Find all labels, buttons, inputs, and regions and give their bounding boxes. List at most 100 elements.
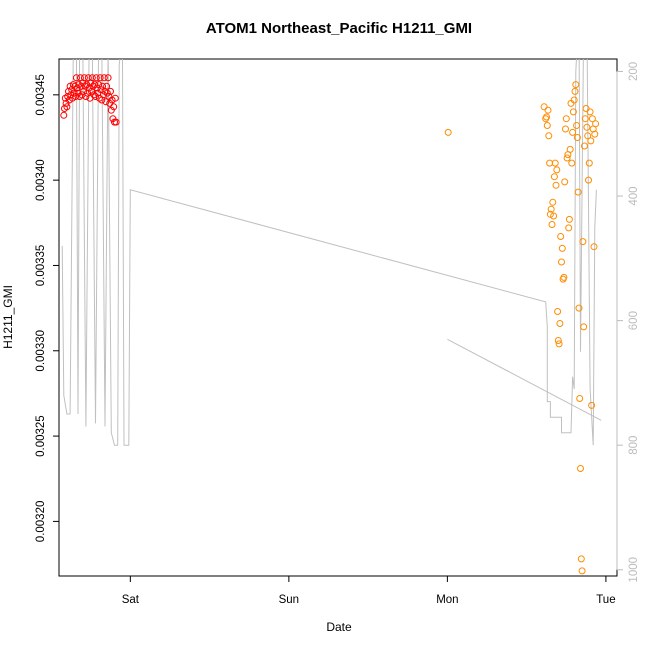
data-point-series-2 — [561, 178, 569, 186]
data-point-series-2 — [568, 159, 576, 167]
y-tick-label: 0.00330 — [35, 330, 47, 372]
data-point-series-1 — [110, 103, 118, 111]
data-point-series-2 — [557, 233, 565, 240]
data-point-series-2 — [543, 122, 551, 129]
data-point-series-2 — [592, 120, 600, 128]
y-right-tick-label: 600 — [628, 311, 640, 330]
data-point-series-2 — [554, 337, 562, 344]
data-point-series-2 — [585, 159, 593, 167]
data-point-series-2 — [554, 308, 562, 315]
x-axis-label: Date — [326, 620, 352, 634]
data-point-series-2 — [558, 258, 565, 266]
data-point-series-2 — [549, 198, 557, 206]
data-point-series-1 — [88, 74, 96, 82]
data-point-series-2 — [578, 567, 586, 575]
data-point-series-2 — [551, 159, 559, 167]
pressure-line-layer — [61, 59, 602, 446]
y-tick-label: 0.00340 — [35, 159, 47, 201]
data-point-series-2 — [553, 166, 561, 174]
data-point-series-2 — [577, 465, 584, 472]
y-tick-label: 0.00345 — [35, 74, 47, 116]
data-point-series-1 — [82, 93, 90, 100]
data-point-series-2 — [444, 128, 452, 136]
y-axis-label: H1211_GMI — [1, 285, 15, 349]
y-axis-right: 200 400 600 800 1000 — [616, 62, 640, 583]
y-right-tick-label: 800 — [628, 436, 640, 455]
data-point-series-2 — [573, 134, 581, 141]
data-point-series-2 — [584, 132, 592, 140]
points-layer — [60, 74, 600, 575]
pressure-line — [61, 59, 597, 446]
data-point-series-2 — [585, 176, 592, 184]
data-point-series-2 — [590, 243, 598, 251]
data-point-series-2 — [543, 113, 550, 121]
data-point-series-1 — [70, 89, 78, 97]
data-point-series-2 — [576, 395, 584, 402]
data-point-series-2 — [563, 154, 571, 162]
data-point-series-2 — [573, 122, 581, 129]
data-point-series-2 — [562, 115, 570, 123]
data-point-series-2 — [571, 87, 579, 95]
data-point-series-2 — [569, 128, 577, 136]
data-point-series-1 — [63, 103, 71, 111]
data-point-series-2 — [548, 221, 556, 228]
data-point-series-2 — [581, 142, 588, 150]
data-point-series-2 — [572, 81, 580, 89]
data-point-series-2 — [565, 215, 573, 223]
data-point-series-2 — [562, 125, 569, 133]
data-point-series-2 — [552, 181, 560, 189]
data-point-series-2 — [566, 145, 574, 153]
x-tick-label: Sun — [279, 594, 299, 606]
plot-frame — [58, 58, 618, 577]
y-tick-label: 0.00320 — [35, 501, 47, 543]
x-tick-label: Mon — [436, 594, 458, 606]
data-point-series-2 — [545, 132, 553, 140]
data-point-series-2 — [569, 108, 577, 116]
chart-title: ATOM1 Northeast_Pacific H1211_GMI — [206, 20, 472, 37]
data-point-series-2 — [558, 244, 566, 252]
x-tick-label: Tue — [596, 594, 615, 606]
data-point-series-2 — [583, 123, 591, 131]
data-point-series-2 — [587, 137, 595, 145]
data-point-series-1 — [81, 82, 89, 90]
data-point-series-2 — [540, 103, 548, 111]
x-tick-label: Sat — [122, 594, 140, 606]
data-point-series-1 — [73, 84, 81, 92]
data-point-series-1 — [100, 74, 108, 82]
data-point-series-2 — [581, 115, 589, 123]
data-point-series-2 — [588, 115, 596, 123]
data-point-series-1 — [80, 74, 88, 82]
data-point-series-2 — [582, 105, 590, 112]
y-right-tick-label: 200 — [628, 62, 640, 81]
data-point-series-2 — [575, 304, 583, 312]
pressure-line-segment — [447, 338, 602, 421]
data-point-series-2 — [574, 188, 582, 196]
data-point-series-1 — [92, 74, 100, 82]
x-axis: Sat Sun Mon Tue — [122, 575, 616, 606]
data-point-series-2 — [577, 555, 585, 563]
data-point-series-1 — [103, 82, 111, 90]
data-point-series-2 — [580, 323, 588, 331]
data-point-series-1 — [96, 74, 104, 82]
data-point-series-2 — [588, 401, 596, 409]
data-point-series-1 — [107, 87, 114, 95]
data-point-series-2 — [560, 273, 568, 281]
data-point-series-2 — [546, 159, 554, 167]
data-point-series-2 — [547, 205, 555, 213]
data-point-series-2 — [570, 96, 578, 104]
data-point-series-1 — [104, 74, 112, 82]
y-tick-label: 0.00335 — [35, 245, 47, 287]
data-point-series-2 — [586, 108, 594, 116]
y-tick-label: 0.00325 — [35, 415, 47, 457]
data-point-series-2 — [550, 173, 558, 181]
y-axis: 0.00320 0.00325 0.00330 0.00335 0.00340 0.003… — [35, 74, 60, 543]
data-point-series-1 — [111, 94, 119, 102]
y-right-tick-label: 400 — [628, 186, 640, 205]
data-point-series-1 — [60, 111, 68, 119]
data-point-series-2 — [565, 224, 573, 232]
data-point-series-1 — [72, 74, 80, 82]
data-point-series-1 — [102, 98, 110, 106]
data-point-series-2 — [579, 238, 587, 246]
data-point-series-2 — [544, 106, 552, 114]
